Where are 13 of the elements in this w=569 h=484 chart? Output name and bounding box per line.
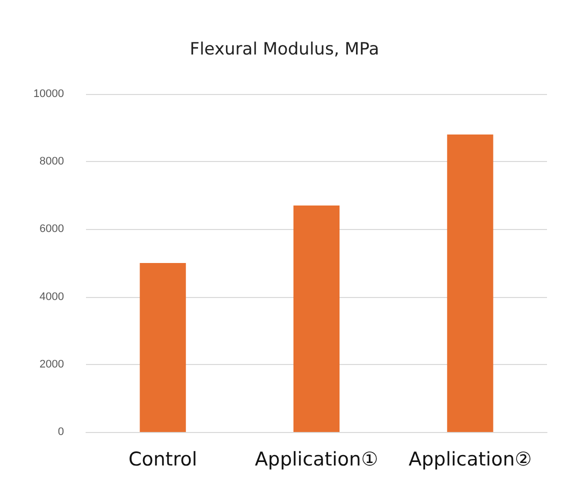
y-tick-label: 6000 [40, 223, 64, 236]
bar [447, 134, 494, 432]
y-tick-label: 8000 [40, 156, 64, 168]
x-tick-label: Application② [408, 448, 532, 470]
y-tick-label: 4000 [40, 290, 64, 303]
bar [140, 263, 186, 432]
y-tick-label: 0 [58, 426, 64, 438]
x-tick-label: Control [128, 448, 198, 470]
y-tick-label: 2000 [40, 358, 64, 370]
bar [293, 206, 340, 432]
chart-title: Flexural Modulus, MPa [190, 40, 380, 60]
x-tick-label: Application① [254, 448, 378, 470]
y-tick-label: 10000 [33, 88, 64, 100]
